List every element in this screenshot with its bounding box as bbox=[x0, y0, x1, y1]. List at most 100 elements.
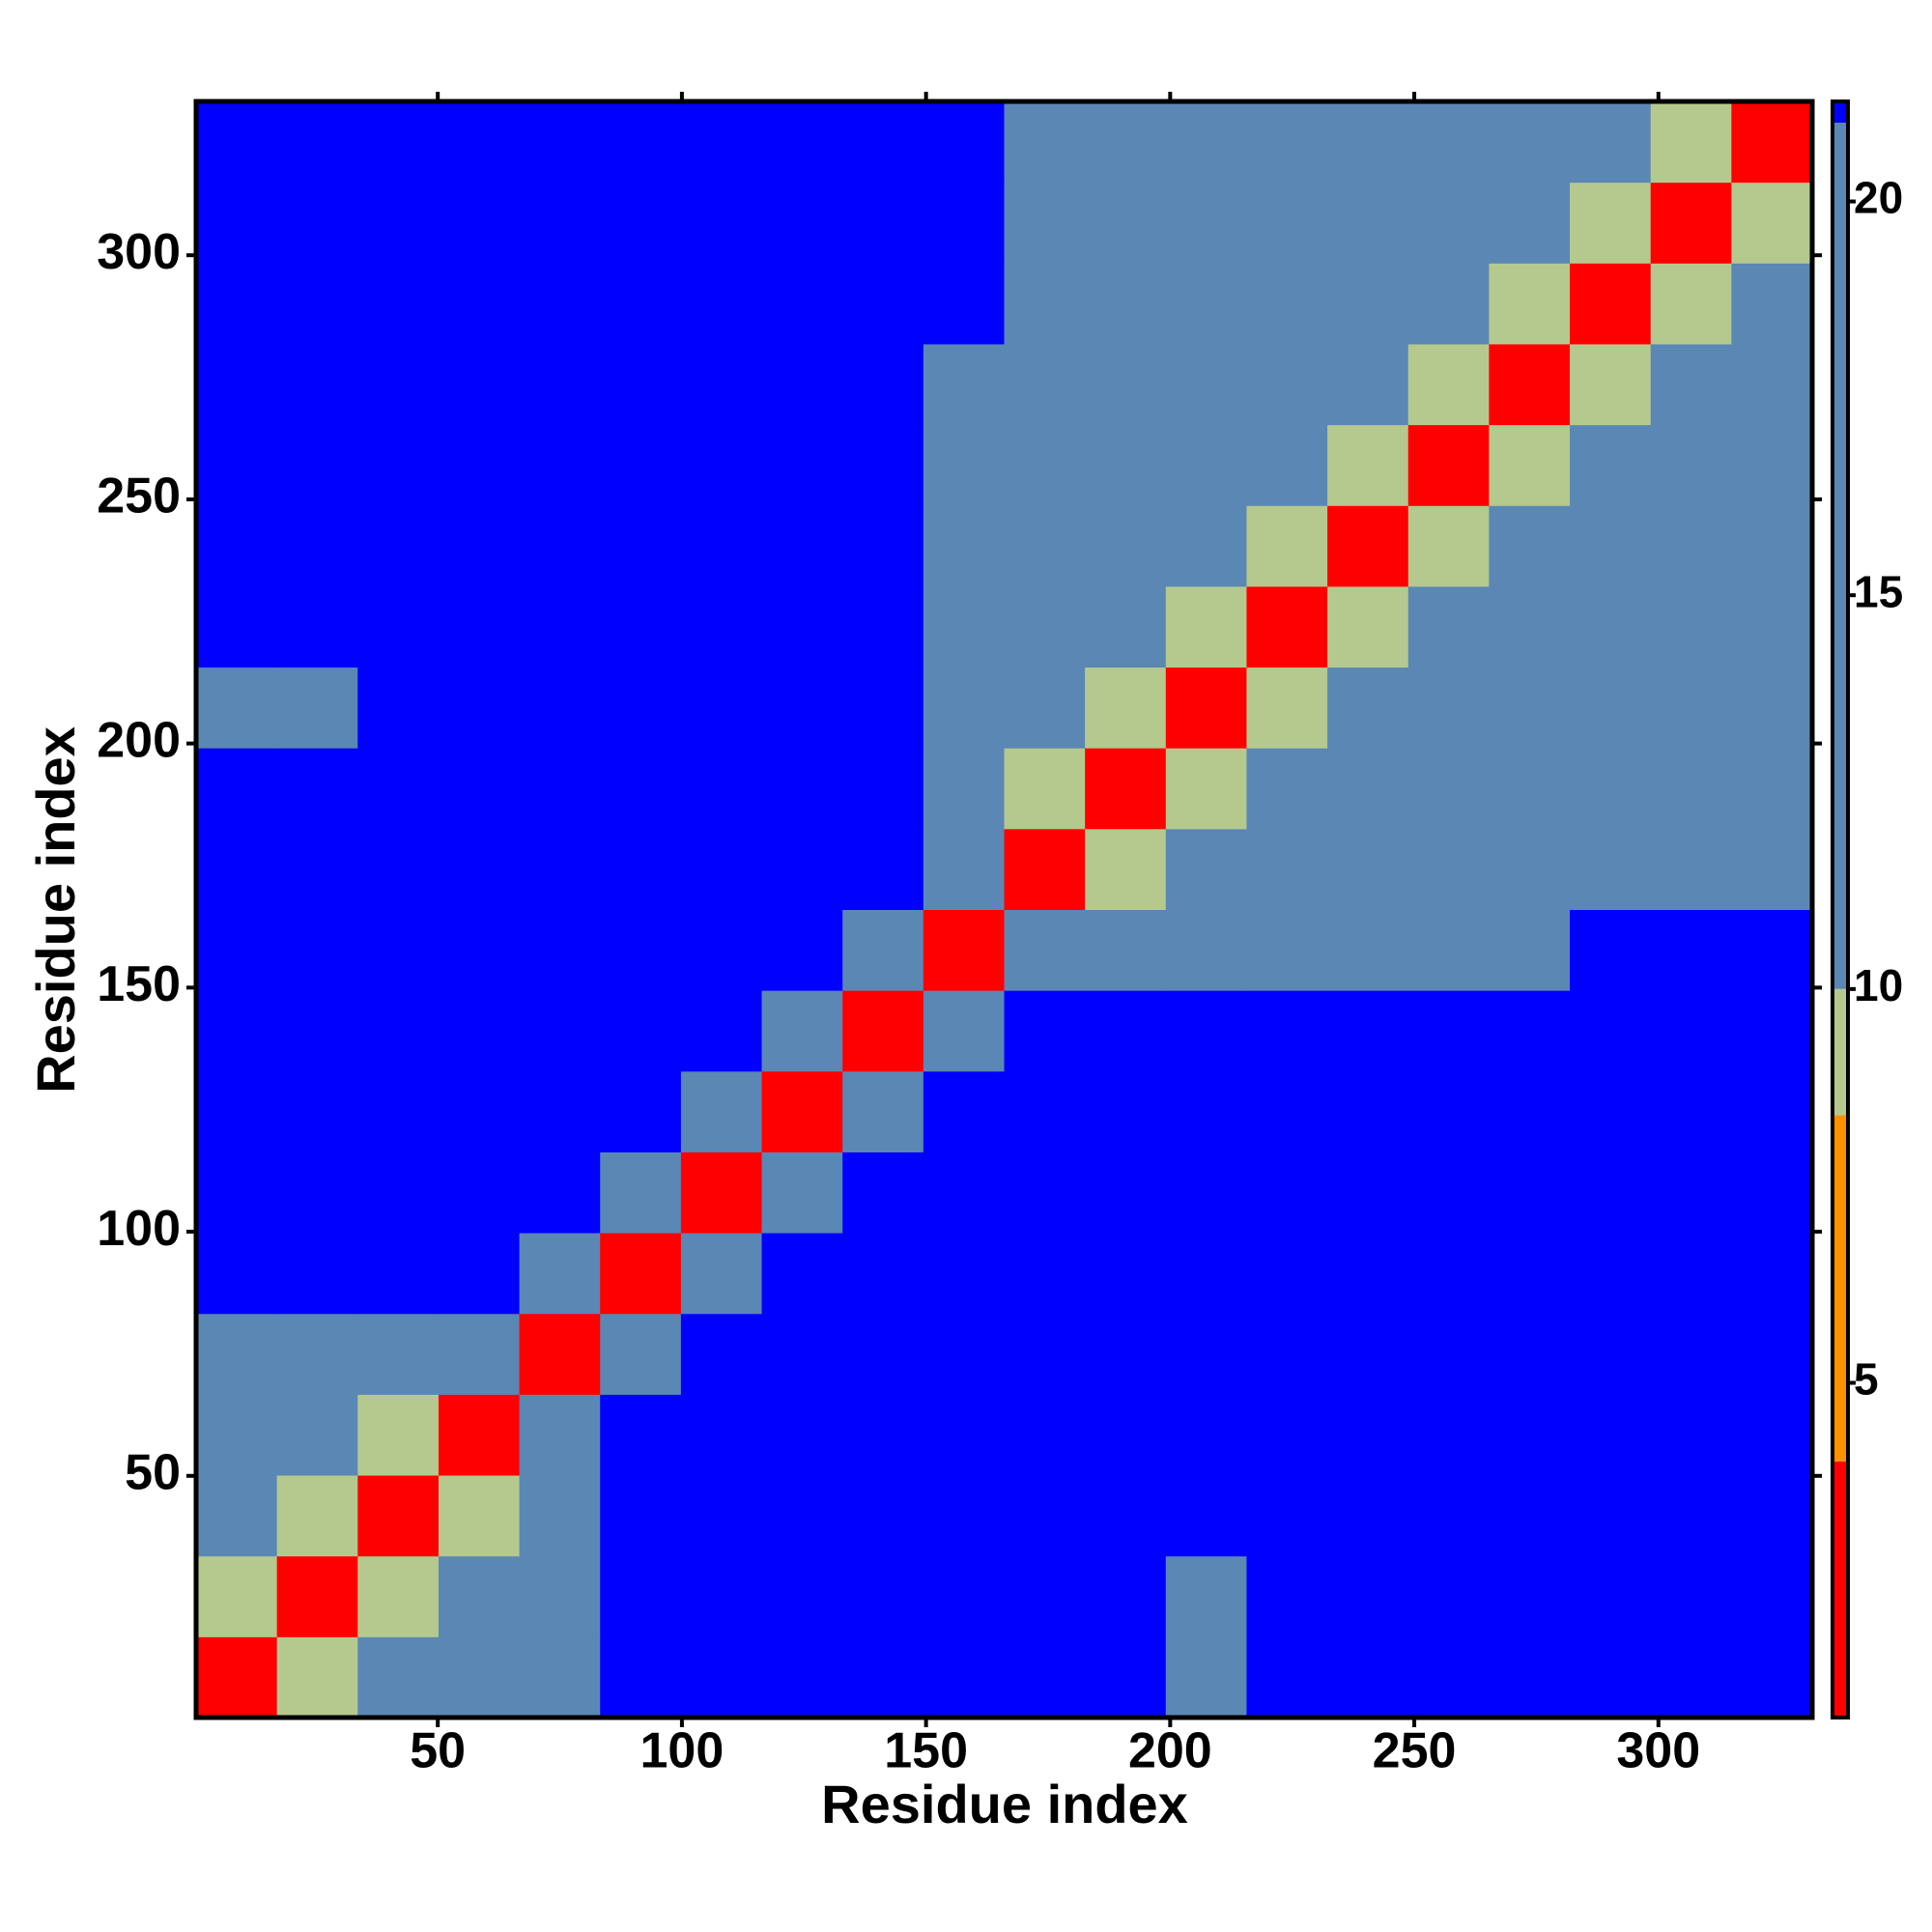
heatmap-cell bbox=[1407, 1636, 1490, 1719]
heatmap-cell bbox=[1327, 424, 1409, 506]
heatmap-cell bbox=[1246, 828, 1328, 910]
heatmap-cell bbox=[923, 101, 1005, 184]
heatmap-cell bbox=[761, 1070, 843, 1152]
heatmap-cell bbox=[357, 585, 440, 668]
y-tick-label: 150 bbox=[97, 956, 181, 1012]
heatmap-cell bbox=[1570, 343, 1652, 426]
heatmap-cell bbox=[680, 1313, 763, 1395]
heatmap-cell bbox=[923, 585, 1005, 668]
heatmap-cell bbox=[1165, 1070, 1247, 1152]
x-tick-label: 200 bbox=[1128, 1723, 1212, 1779]
heatmap-cell bbox=[680, 828, 763, 910]
heatmap-cell bbox=[923, 1475, 1005, 1557]
heatmap-cell bbox=[1570, 1475, 1652, 1557]
heatmap-cell bbox=[438, 1555, 521, 1637]
heatmap-cell bbox=[1085, 343, 1167, 426]
heatmap-cell bbox=[1246, 101, 1328, 184]
heatmap-cell bbox=[1731, 1394, 1813, 1476]
heatmap-cell bbox=[923, 263, 1005, 345]
heatmap-cell bbox=[1489, 182, 1571, 264]
heatmap-cell bbox=[1165, 585, 1247, 668]
heatmap-cell bbox=[276, 424, 358, 506]
heatmap-cell bbox=[842, 585, 924, 668]
heatmap-cell bbox=[1407, 182, 1490, 264]
heatmap-cell bbox=[842, 1313, 924, 1395]
heatmap-cell bbox=[1246, 1636, 1328, 1719]
heatmap-cell bbox=[1489, 505, 1571, 587]
heatmap-cell bbox=[1570, 748, 1652, 830]
heatmap-cell bbox=[196, 667, 278, 749]
y-tick-label: 50 bbox=[125, 1445, 181, 1501]
heatmap-cell bbox=[761, 990, 843, 1072]
heatmap-cell bbox=[1731, 585, 1813, 668]
heatmap-cell bbox=[1165, 1394, 1247, 1476]
heatmap-cell bbox=[1165, 990, 1247, 1072]
heatmap-cell bbox=[438, 1475, 521, 1557]
heatmap-cell bbox=[923, 667, 1005, 749]
heatmap-cell bbox=[680, 990, 763, 1072]
heatmap-cell bbox=[438, 343, 521, 426]
heatmap-cell bbox=[276, 1233, 358, 1315]
heatmap-cell bbox=[519, 1394, 601, 1476]
heatmap-cell bbox=[1085, 1475, 1167, 1557]
heatmap-cell bbox=[1650, 101, 1732, 184]
heatmap-cell bbox=[842, 505, 924, 587]
heatmap-cell bbox=[1004, 667, 1086, 749]
heatmap-cell bbox=[1327, 1151, 1409, 1234]
x-axis-title: Residue index bbox=[821, 1774, 1188, 1834]
heatmap-cell bbox=[1004, 990, 1086, 1072]
heatmap-cell bbox=[1004, 1313, 1086, 1395]
heatmap-cell bbox=[1570, 1555, 1652, 1637]
heatmap-cell bbox=[842, 1151, 924, 1234]
heatmap-cell bbox=[600, 1394, 682, 1476]
heatmap-cell bbox=[761, 1313, 843, 1395]
heatmap-cell bbox=[1165, 263, 1247, 345]
heatmap-cell bbox=[196, 343, 278, 426]
heatmap-cell bbox=[276, 1475, 358, 1557]
heatmap-cell bbox=[519, 101, 601, 184]
heatmap-cell bbox=[1085, 1233, 1167, 1315]
heatmap-cell bbox=[1327, 1394, 1409, 1476]
heatmap-cell bbox=[519, 1233, 601, 1315]
heatmap-cell bbox=[519, 505, 601, 587]
colorbar-frame bbox=[1831, 99, 1850, 1719]
heatmap-cell bbox=[1570, 1151, 1652, 1234]
heatmap-cell bbox=[1246, 1555, 1328, 1637]
heatmap-cell bbox=[842, 1475, 924, 1557]
heatmap-cell bbox=[1327, 585, 1409, 668]
heatmap-cell bbox=[1327, 748, 1409, 830]
heatmap-cell bbox=[761, 1394, 843, 1476]
heatmap-cell bbox=[923, 1555, 1005, 1637]
heatmap-cell bbox=[600, 667, 682, 749]
heatmap-cell bbox=[761, 263, 843, 345]
heatmap-cell bbox=[1004, 1475, 1086, 1557]
heatmap-cell bbox=[1165, 505, 1247, 587]
heatmap-cell bbox=[438, 1394, 521, 1476]
heatmap-cell bbox=[438, 909, 521, 991]
heatmap-cell bbox=[196, 1555, 278, 1637]
heatmap-cell bbox=[357, 748, 440, 830]
heatmap-cell bbox=[196, 748, 278, 830]
heatmap-cell bbox=[1489, 909, 1571, 991]
heatmap-cell bbox=[761, 909, 843, 991]
heatmap-cell bbox=[1246, 990, 1328, 1072]
heatmap-cell bbox=[1407, 585, 1490, 668]
heatmap-cell bbox=[761, 1233, 843, 1315]
heatmap-cell bbox=[923, 1394, 1005, 1476]
heatmap-cell bbox=[1731, 1555, 1813, 1637]
heatmap-cell bbox=[923, 505, 1005, 587]
heatmap-cell bbox=[1004, 1636, 1086, 1719]
heatmap-cell bbox=[1570, 828, 1652, 910]
heatmap-cell bbox=[1650, 263, 1732, 345]
heatmap-cell bbox=[519, 667, 601, 749]
heatmap-cell bbox=[357, 1070, 440, 1152]
heatmap-cell bbox=[1004, 909, 1086, 991]
heatmap-cell bbox=[1327, 1475, 1409, 1557]
heatmap-cell bbox=[357, 667, 440, 749]
heatmap-cell bbox=[1489, 990, 1571, 1072]
heatmap-cell bbox=[600, 990, 682, 1072]
heatmap-cell bbox=[842, 101, 924, 184]
heatmap-cell bbox=[923, 990, 1005, 1072]
heatmap-cell bbox=[1407, 343, 1490, 426]
